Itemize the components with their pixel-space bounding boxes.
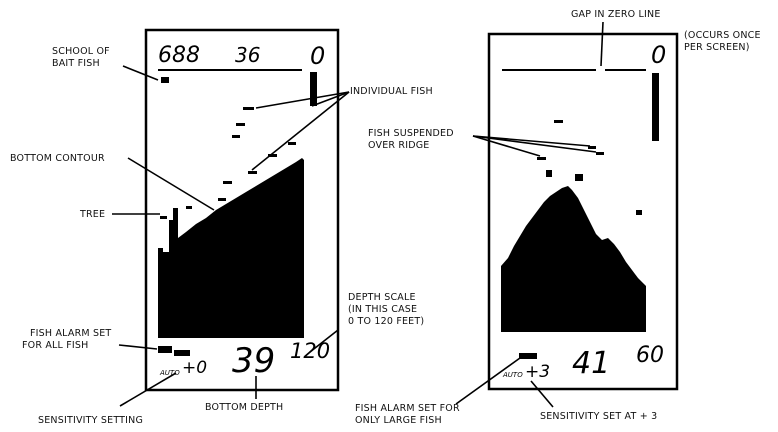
left-auto-label: AUTO [159,369,180,377]
fish-arch-4 [268,154,277,157]
right-readout-right: 0 [651,41,666,69]
leader-bottom-contour [127,157,215,211]
left-bottom-depth-value: 39 [232,341,275,381]
label-occurs-line2: PER SCREEN) [684,42,750,53]
right-sensitivity-value: +3 [525,362,550,382]
leader-suspended-2 [472,135,591,147]
label-school-line1: SCHOOL OF [52,46,110,57]
label-alarm-all-line1: FISH ALARM SET [30,328,111,339]
label-individual-fish: INDIVIDUAL FISH [350,86,433,97]
label-alarm-all-line2: FOR ALL FISH [22,340,89,351]
label-tree: TREE [79,209,105,220]
left-sensitivity-value: +0 [182,358,207,378]
left-readout-mid: 36 [235,43,260,67]
right-fish-6 [575,174,583,181]
label-sensitivity-setting: SENSITIVITY SETTING [38,415,143,426]
leader-individual-3 [251,91,350,171]
label-alarm-large-line1: FISH ALARM SET FOR [355,403,460,414]
left-bottom-edge [158,248,163,338]
right-fish-4 [537,157,546,160]
label-sensitivity-set-at: SENSITIVITY SET AT + 3 [540,411,657,422]
fish-arch-7 [223,181,232,184]
left-sonar-display: 688 36 0 AUTO +0 39 120 [144,28,340,392]
label-occurs-line1: (OCCURS ONCE [684,30,761,41]
leader-lines [112,21,604,408]
fish-arch-9 [186,206,192,209]
fish-arch-2 [236,123,245,126]
fish-arch-6 [248,171,257,174]
right-fish-2 [588,146,596,149]
left-depth-bar [310,72,317,106]
leader-suspended-3 [472,135,597,153]
leader-alarm-all [118,344,158,350]
right-sonar-display: 0 AUTO +3 41 60 [487,32,679,391]
label-depth-scale-line3: 0 TO 120 FEET) [348,316,424,327]
right-fish-5 [546,170,552,177]
right-bottom-depth-value: 41 [572,346,610,381]
fish-arch-3 [232,135,240,138]
bait-fish-school-mark [161,77,169,83]
callout-labels: SCHOOL OF BAIT FISH INDIVIDUAL FISH BOTT… [10,9,761,426]
label-depth-scale-line2: (IN THIS CASE [348,304,417,315]
label-school-line2: BAIT FISH [52,58,100,69]
left-readout-right: 0 [310,42,325,70]
right-fish-7 [636,210,642,215]
right-fish-alarm-icon [519,353,537,359]
label-gap-zero: GAP IN ZERO LINE [571,9,661,20]
right-depth-scale-value: 60 [636,343,664,368]
leader-individual-1 [255,91,350,109]
leader-alarm-large [455,357,521,405]
leader-suspended-1 [472,135,541,157]
leader-individual-2 [311,91,350,107]
leader-gap-zero [600,21,604,67]
label-alarm-large-line2: ONLY LARGE FISH [355,415,442,426]
label-depth-scale-line1: DEPTH SCALE [348,292,416,303]
leader-school [122,65,159,81]
fish-arch-5 [288,142,296,145]
right-fish-1 [554,120,563,123]
right-fish-3 [596,152,604,155]
right-auto-label: AUTO [502,371,523,379]
leader-depth-scale [309,329,339,353]
left-bottom-contour [163,158,304,338]
fish-arch-1 [243,107,254,110]
leader-sensitivity-set [530,380,554,408]
fish-arch-10 [160,216,167,219]
right-depth-bar [652,73,659,141]
left-fish-alarm-icon-large [174,350,190,356]
fish-arch-8 [218,198,226,201]
right-bottom-ridge [501,186,646,332]
label-suspended-line2: OVER RIDGE [368,140,430,151]
leader-sensitivity [119,372,177,407]
label-bottom-depth: BOTTOM DEPTH [205,402,283,413]
left-readout-left: 688 [158,43,200,68]
label-suspended-line1: FISH SUSPENDED [368,128,454,139]
left-fish-alarm-icon [158,346,172,353]
label-bottom-contour: BOTTOM CONTOUR [10,153,105,164]
